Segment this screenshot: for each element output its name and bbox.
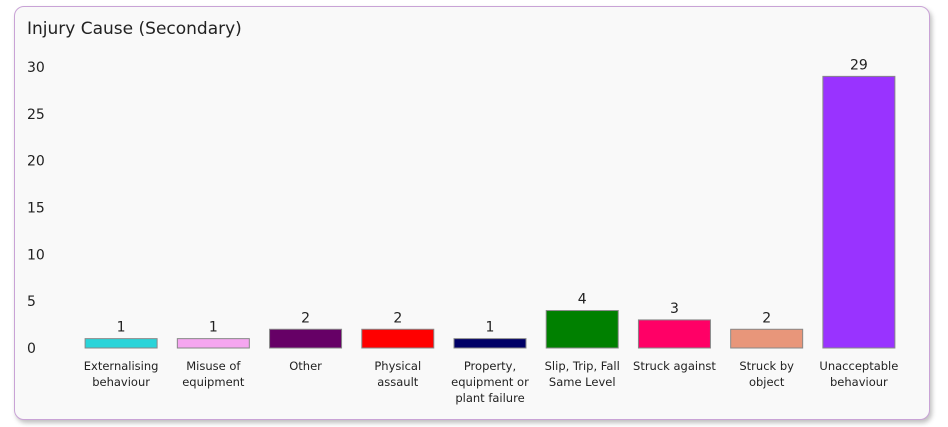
x-category-label: Property, equipment or plant failure — [451, 359, 529, 405]
bar — [269, 328, 343, 349]
y-tick-label: 0 — [27, 341, 36, 357]
chart-card: Injury Cause (Secondary) 0 5 10 15 20 25 30 1 Ex… — [14, 6, 930, 420]
y-tick-label: 20 — [27, 154, 45, 170]
x-category-label: Slip, Trip, Fall Same Level — [545, 359, 620, 389]
x-category-label-line: Same Level — [549, 375, 616, 389]
bar-value-label: 1 — [117, 320, 126, 336]
bar — [453, 338, 527, 349]
x-category-label-line: Other — [289, 359, 322, 373]
bar-value-label: 2 — [393, 310, 402, 326]
x-category-label-line: Unacceptable — [819, 359, 898, 373]
bar — [730, 328, 804, 349]
chart-title: Injury Cause (Secondary) — [27, 19, 242, 39]
x-category-label: Other — [289, 359, 322, 373]
x-category-label-line: behaviour — [830, 375, 888, 389]
bar-value-label: 1 — [209, 320, 218, 336]
x-category-label-line: Misuse of — [186, 359, 241, 373]
x-category-label-line: assault — [377, 375, 419, 389]
bar — [84, 338, 158, 349]
x-category-label-line: equipment or — [451, 375, 529, 389]
x-category-label-line: Physical — [374, 359, 421, 373]
x-category-label: Misuse of equipment — [182, 359, 245, 389]
y-tick-label: 25 — [27, 107, 45, 123]
x-category-label-line: equipment — [182, 375, 245, 389]
x-category-label: Externalising behaviour — [84, 359, 159, 389]
bar-value-label: 1 — [486, 320, 495, 336]
x-category-label-line: Externalising — [84, 359, 159, 373]
x-category-label: Struck by object — [739, 359, 794, 389]
bar-value-label: 3 — [670, 301, 679, 317]
x-category-label: Physical assault — [374, 359, 421, 389]
x-category-label-line: Struck by — [739, 359, 794, 373]
x-category-label-line: Struck against — [633, 359, 716, 373]
bar-value-label: 2 — [301, 310, 310, 326]
bar — [822, 75, 896, 349]
bar — [637, 319, 711, 349]
x-category-label: Struck against — [633, 359, 716, 373]
y-tick-label: 15 — [27, 201, 45, 217]
y-tick-label: 30 — [27, 60, 45, 76]
bar-value-label: 2 — [762, 310, 771, 326]
bar-chart: 0 5 10 15 20 25 30 1 Externalising behaviour 1 Misu… — [27, 57, 898, 405]
bar — [361, 328, 435, 349]
x-category-label-line: behaviour — [92, 375, 150, 389]
x-category-label-line: plant failure — [455, 391, 524, 405]
bar — [176, 338, 250, 349]
bar-value-label: 4 — [578, 292, 587, 308]
x-category-label-line: object — [749, 375, 785, 389]
y-tick-label: 10 — [27, 247, 45, 263]
bar — [545, 310, 619, 349]
x-category-label-line: Property, — [464, 359, 516, 373]
x-category-label-line: Slip, Trip, Fall — [545, 359, 620, 373]
x-category-label: Unacceptable behaviour — [819, 359, 898, 389]
bar-value-label: 29 — [850, 57, 868, 73]
y-tick-label: 5 — [27, 294, 36, 310]
